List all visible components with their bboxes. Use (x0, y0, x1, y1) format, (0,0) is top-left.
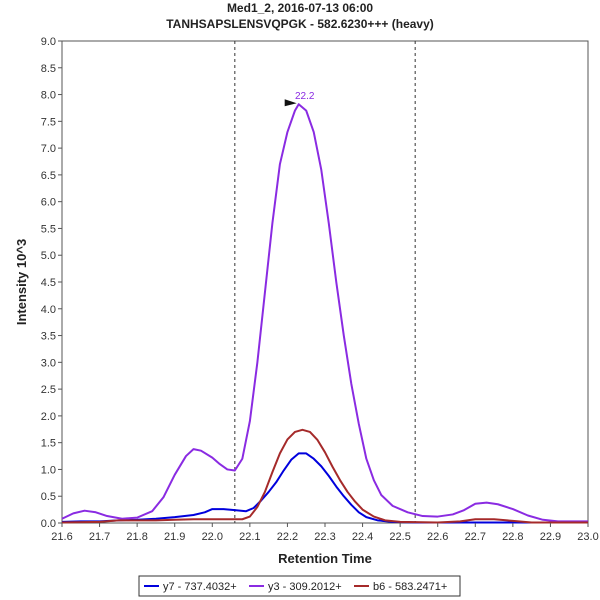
y-tick-label: 6.5 (41, 170, 56, 182)
peak-label: 22.2 (295, 91, 315, 102)
legend-label-2: b6 - 583.2471+ (373, 581, 447, 593)
y-axis-label: Intensity 10^3 (14, 239, 29, 325)
chart-subtitle: TANHSAPSLENSVQPGK - 582.6230+++ (heavy) (166, 17, 434, 31)
y-tick-label: 9.0 (41, 36, 56, 48)
y-tick-label: 4.5 (41, 277, 56, 289)
legend-label-0: y7 - 737.4032+ (163, 581, 237, 593)
y-tick-label: 6.0 (41, 197, 56, 209)
y-tick-label: 4.0 (41, 304, 56, 316)
series-line-2 (61, 428, 588, 524)
x-tick-label: 22.1 (239, 531, 260, 543)
series-line-1 (61, 103, 588, 523)
x-tick-label: 22.0 (202, 531, 223, 543)
y-tick-label: 7.5 (41, 116, 56, 128)
x-tick-label: 22.8 (502, 531, 523, 543)
y-tick-label: 1.0 (41, 464, 56, 476)
x-axis-label: Retention Time (278, 551, 372, 566)
plot-area (61, 40, 589, 524)
chart-title: Med1_2, 2016-07-13 06:00 (227, 1, 373, 15)
y-tick-label: 3.0 (41, 357, 56, 369)
x-tick-label: 22.4 (352, 531, 373, 543)
y-tick-label: 2.5 (41, 384, 56, 396)
x-tick-label: 23.0 (577, 531, 598, 543)
x-tick-label: 21.8 (126, 531, 147, 543)
legend-label-1: y3 - 309.2012+ (268, 581, 342, 593)
x-tick-label: 22.2 (277, 531, 298, 543)
y-tick-label: 7.0 (41, 143, 56, 155)
y-tick-label: 8.5 (41, 63, 56, 75)
x-tick-label: 21.9 (164, 531, 185, 543)
y-tick-label: 2.0 (41, 411, 56, 423)
y-tick-label: 5.0 (41, 250, 56, 262)
y-tick-label: 1.5 (41, 438, 56, 450)
x-tick-label: 21.7 (89, 531, 110, 543)
y-tick-label: 3.5 (41, 331, 56, 343)
y-tick-label: 0.5 (41, 491, 56, 503)
x-tick-label: 22.5 (389, 531, 410, 543)
x-tick-label: 22.3 (314, 531, 335, 543)
x-tick-label: 22.9 (540, 531, 561, 543)
x-tick-label: 22.7 (465, 531, 486, 543)
y-tick-label: 0.0 (41, 518, 56, 530)
peak-marker-arrow (284, 99, 297, 107)
legend (138, 575, 461, 597)
x-tick-label: 22.6 (427, 531, 448, 543)
y-tick-label: 5.5 (41, 223, 56, 235)
x-tick-label: 21.6 (51, 531, 72, 543)
y-tick-label: 8.0 (41, 90, 56, 102)
